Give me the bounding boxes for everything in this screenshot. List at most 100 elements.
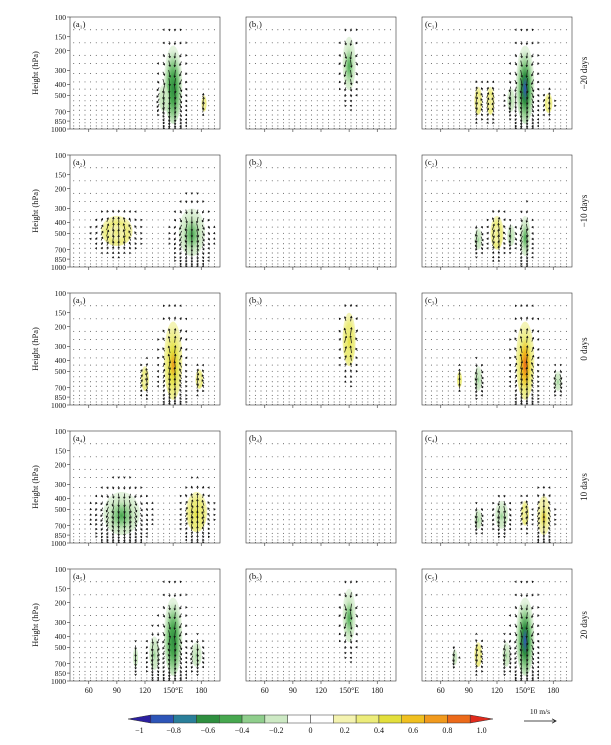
vector-dot: [549, 180, 550, 182]
vector-dot: [146, 42, 148, 44]
vector-dot: [453, 100, 455, 102]
vector-dot: [344, 385, 346, 387]
vector-dot: [266, 401, 268, 403]
vector-dot: [277, 118, 279, 120]
vector-arrow: [344, 52, 347, 59]
vector-head: [94, 247, 98, 250]
vector-dot: [560, 260, 562, 262]
vector-dot: [152, 401, 153, 403]
vector-head: [129, 525, 132, 528]
vector-dot: [208, 201, 210, 202]
vector-head: [179, 402, 182, 405]
vector-dot: [447, 42, 449, 44]
vector-dot: [271, 339, 273, 340]
vector-dot: [95, 357, 97, 359]
vector-dot: [283, 226, 284, 228]
vector-head: [503, 225, 506, 228]
vector-dot: [316, 118, 318, 120]
vector-arrow: [525, 229, 529, 238]
vector-dot: [84, 532, 86, 534]
vector-dot: [515, 252, 517, 254]
vector-dot: [549, 318, 550, 320]
vector-dot: [459, 256, 460, 258]
vector-dot: [447, 211, 449, 213]
vector-head: [179, 239, 182, 242]
vector-dot: [254, 88, 256, 90]
vector-head: [458, 368, 461, 372]
vector-dot: [453, 349, 455, 351]
vector-head: [480, 226, 483, 229]
vector-dot: [487, 54, 489, 56]
vector-dot: [311, 88, 313, 90]
vector-dot: [350, 180, 352, 182]
vector-dot: [277, 339, 279, 340]
vector-dot: [344, 114, 346, 116]
vector-dot: [509, 42, 511, 44]
vector-arrow: [185, 216, 188, 223]
vector-dot: [260, 401, 262, 403]
vector-dot: [283, 339, 284, 340]
vector-dot: [84, 260, 86, 262]
vector-head: [531, 361, 534, 365]
vector-head: [168, 55, 171, 59]
vector-dot: [260, 88, 262, 90]
vector-dot: [277, 394, 279, 396]
vector-dot: [95, 211, 97, 213]
vector-dot: [118, 88, 120, 90]
vector-dot: [498, 63, 500, 64]
vector-arrow: [128, 224, 132, 230]
vector-dot: [333, 247, 335, 249]
vector-dot: [299, 109, 301, 111]
vector-dot: [208, 63, 210, 64]
vector-head: [173, 29, 177, 32]
vector-dot: [487, 370, 489, 372]
vector-dot: [565, 219, 567, 221]
vector-dot: [333, 260, 335, 262]
vector-dot: [378, 394, 380, 396]
shading: [456, 321, 562, 400]
vector-dot: [213, 403, 215, 405]
vector-dot: [299, 305, 301, 307]
vector-dot: [266, 243, 268, 245]
vector-dot: [299, 401, 301, 403]
vector-dot: [78, 232, 80, 234]
vector-dot: [442, 349, 444, 351]
vector-arrow: [145, 368, 148, 375]
vector-head: [491, 97, 494, 100]
vector-arrow: [526, 52, 528, 59]
vector-dot: [453, 118, 455, 120]
vector-dot: [333, 118, 335, 120]
vector-dot: [328, 376, 329, 378]
vector-dot: [322, 54, 324, 56]
vector-dot: [442, 42, 444, 44]
vector-dot: [185, 29, 187, 31]
vector-dot: [311, 318, 313, 320]
vector-dot: [532, 260, 534, 262]
vector-dot: [333, 238, 335, 240]
vector-head: [213, 232, 216, 235]
vector-dot: [554, 243, 556, 245]
vector-dot: [565, 105, 567, 107]
vector-dot: [442, 247, 444, 249]
vector-dot: [107, 370, 108, 372]
vector-head: [355, 304, 358, 307]
vector-dot: [101, 394, 103, 396]
vector-head: [525, 220, 529, 223]
vector-dot: [73, 81, 75, 83]
vector-dot: [430, 73, 432, 75]
vector-dot: [447, 118, 449, 120]
vector-dot: [78, 256, 80, 258]
vector-dot: [328, 260, 329, 262]
vector-dot: [112, 364, 114, 366]
vector-dot: [339, 211, 341, 213]
vector-dot: [135, 100, 137, 102]
vector-dot: [135, 42, 137, 44]
vector-dot: [288, 192, 290, 194]
vector-dot: [344, 252, 346, 254]
vector-dot: [333, 364, 335, 366]
vector-dot: [430, 167, 432, 169]
vector-dot: [123, 201, 125, 202]
vector-dot: [78, 519, 80, 521]
vector-head: [508, 375, 512, 379]
